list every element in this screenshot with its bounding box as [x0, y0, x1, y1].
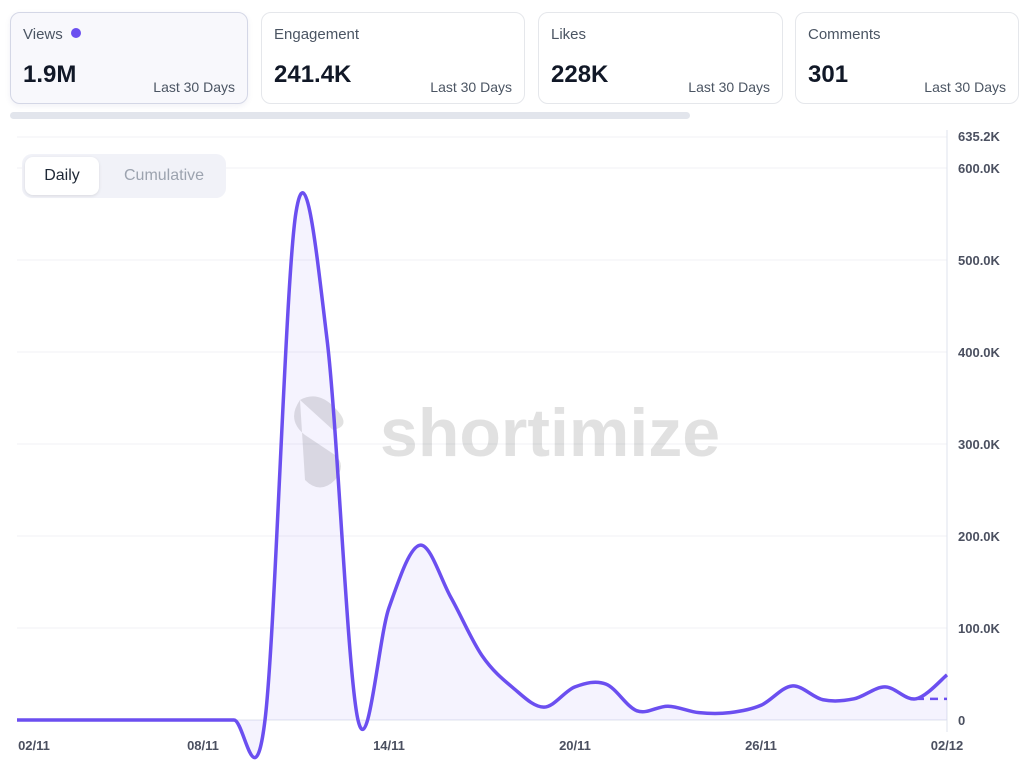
metric-value: 1.9M [23, 61, 77, 88]
horizontal-scrollbar[interactable] [10, 112, 690, 119]
views-line [17, 191, 949, 760]
metric-value: 301 [808, 61, 849, 88]
x-tick-label: 08/11 [187, 738, 219, 753]
watermark-logo: shortimize [294, 395, 720, 488]
area-fill [17, 192, 947, 758]
metric-value: 228K [551, 61, 609, 88]
daily-tab[interactable]: Daily [25, 157, 99, 195]
x-tick-label: 14/11 [373, 738, 405, 753]
x-tick-label: 02/12 [931, 738, 964, 753]
x-tick-label: 20/11 [559, 738, 591, 753]
metric-card-likes[interactable]: Likes 228K Last 30 Days [538, 12, 783, 104]
y-tick-label: 300.0K [958, 437, 1001, 452]
view-mode-toggle: Daily Cumulative [22, 154, 226, 198]
y-max-label: 635.2K [958, 129, 1001, 144]
x-tick-label: 02/11 [18, 738, 50, 753]
metric-card-views[interactable]: Views 1.9M Last 30 Days [10, 12, 248, 104]
metric-label: Likes [551, 26, 587, 43]
cumulative-tab[interactable]: Cumulative [123, 167, 205, 184]
svg-text:shortimize: shortimize [380, 395, 720, 471]
active-indicator-dot [70, 28, 81, 38]
metric-card-comments[interactable]: Comments 301 Last 30 Days [795, 12, 1019, 104]
metric-period: Last 30 Days [924, 79, 1006, 95]
metric-value: 241.4K [274, 61, 352, 88]
y-tick-label: 600.0K [958, 161, 1001, 176]
y-tick-label: 500.0K [958, 253, 1001, 268]
y-tick-label: 0 [958, 713, 965, 728]
x-tick-label: 26/11 [745, 738, 777, 753]
metric-period: Last 30 Days [153, 79, 235, 95]
y-tick-label: 100.0K [958, 621, 1001, 636]
metric-label: Engagement [274, 26, 360, 43]
metric-period: Last 30 Days [688, 79, 770, 95]
y-tick-label: 400.0K [958, 345, 1001, 360]
metric-label: Comments [808, 26, 881, 43]
metric-label: Views [23, 26, 81, 43]
metric-card-engagement[interactable]: Engagement 241.4K Last 30 Days [261, 12, 525, 104]
metric-period: Last 30 Days [430, 79, 512, 95]
y-tick-label: 200.0K [958, 529, 1001, 544]
